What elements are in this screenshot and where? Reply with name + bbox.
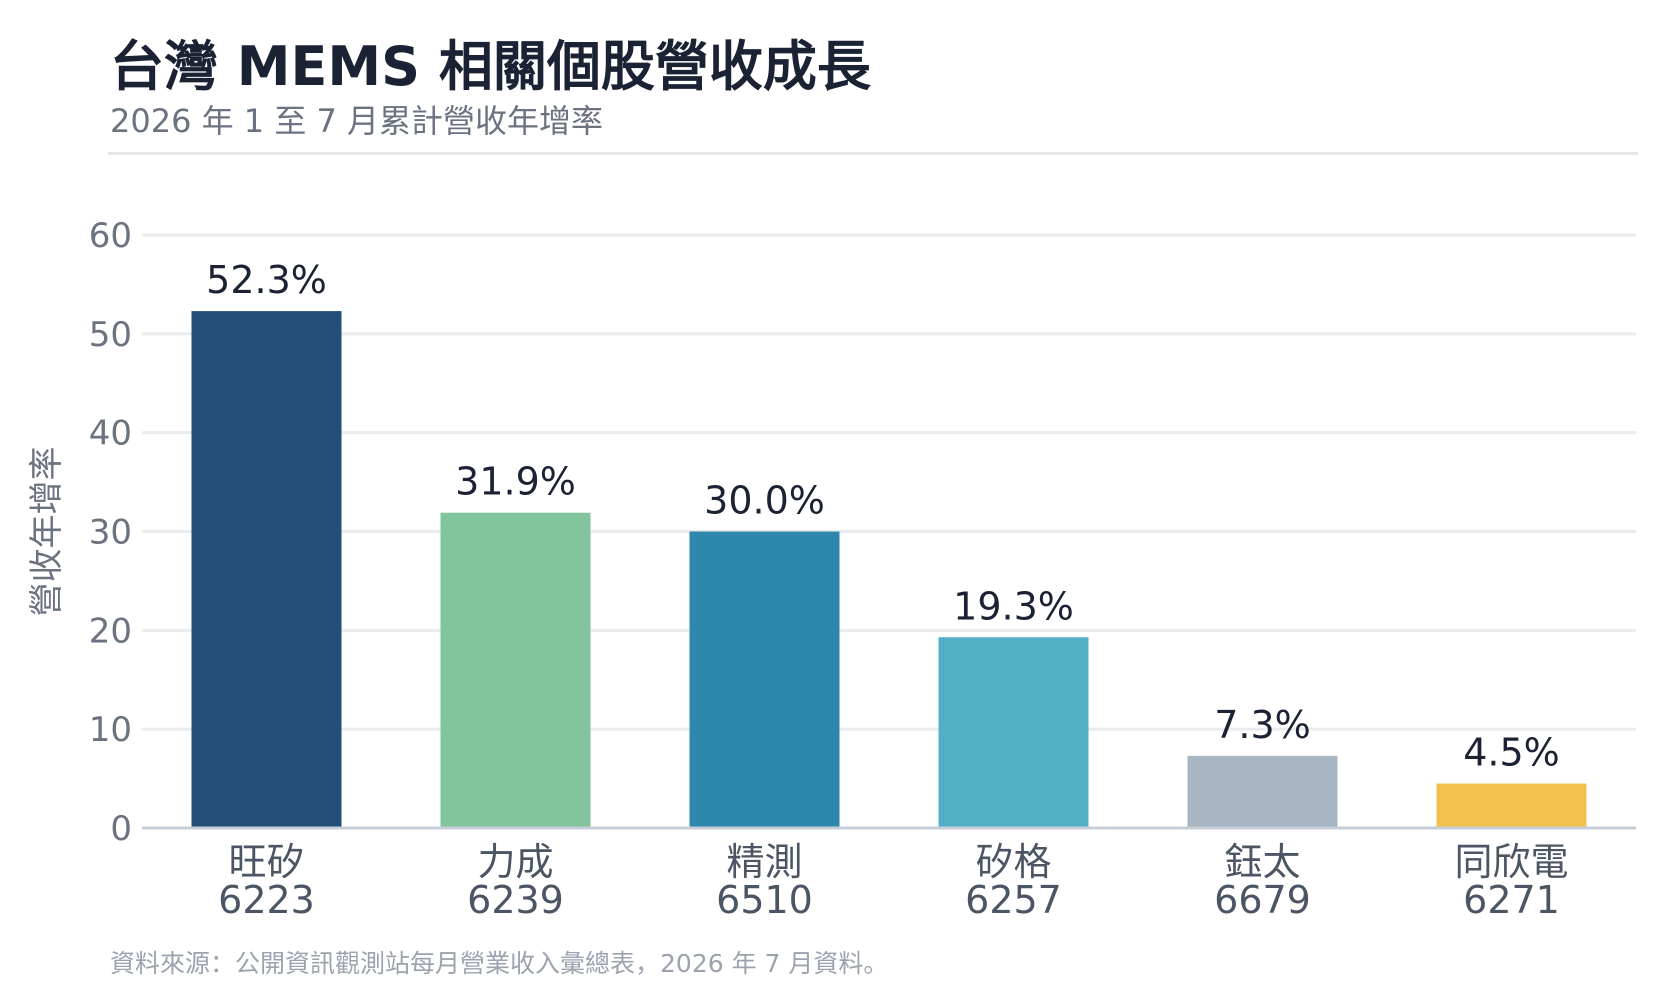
value-label: 52.3% [206, 258, 327, 302]
y-axis-ticks: 0 10 20 30 40 50 60 [89, 216, 132, 849]
y-tick-label: 40 [89, 414, 132, 454]
category-name: 同欣電 [1454, 840, 1568, 884]
category-code: 6223 [218, 878, 315, 922]
gridlines [142, 233, 1636, 731]
value-label: 7.3% [1214, 703, 1311, 747]
category-code: 6679 [1214, 878, 1311, 922]
category-code: 6510 [716, 878, 813, 922]
y-tick-label: 50 [89, 315, 132, 355]
chart-subtitle: 2026 年 1 至 7 月累計營收年增率 [110, 102, 604, 140]
chart-title: 台灣 MEMS 相關個股營收成長 [110, 35, 871, 98]
category-code: 6271 [1463, 878, 1560, 922]
value-label: 31.9% [455, 460, 576, 504]
bar-6223 [191, 311, 342, 828]
category-name: 旺矽 [228, 840, 304, 884]
category-name: 矽格 [975, 840, 1051, 884]
category-code: 6239 [467, 878, 564, 922]
bar-6239 [440, 512, 591, 828]
bars [191, 311, 1587, 828]
y-tick-label: 0 [110, 809, 132, 849]
y-tick-label: 60 [89, 216, 132, 256]
bar-6271 [1436, 783, 1587, 828]
bar-6510 [689, 531, 840, 828]
header-divider [108, 152, 1638, 155]
y-tick-label: 10 [89, 710, 132, 750]
category-name: 精測 [726, 840, 802, 884]
value-label: 4.5% [1463, 731, 1560, 775]
source-note: 資料來源：公開資訊觀測站每月營業收入彙總表，2026 年 7 月資料。 [110, 949, 889, 978]
value-label: 30.0% [704, 479, 825, 523]
bar-6679 [1187, 755, 1338, 828]
category-name: 力成 [477, 840, 553, 884]
y-axis-label: 營收年增率 [27, 447, 67, 617]
y-tick-label: 20 [89, 611, 132, 651]
y-tick-label: 30 [89, 513, 132, 553]
value-label: 19.3% [953, 584, 1074, 628]
value-labels: 52.3% 31.9% 30.0% 19.3% 7.3% 4.5% [206, 258, 1560, 774]
category-code: 6257 [965, 878, 1062, 922]
bar-6257 [938, 637, 1089, 828]
category-name: 鈺太 [1224, 840, 1300, 884]
